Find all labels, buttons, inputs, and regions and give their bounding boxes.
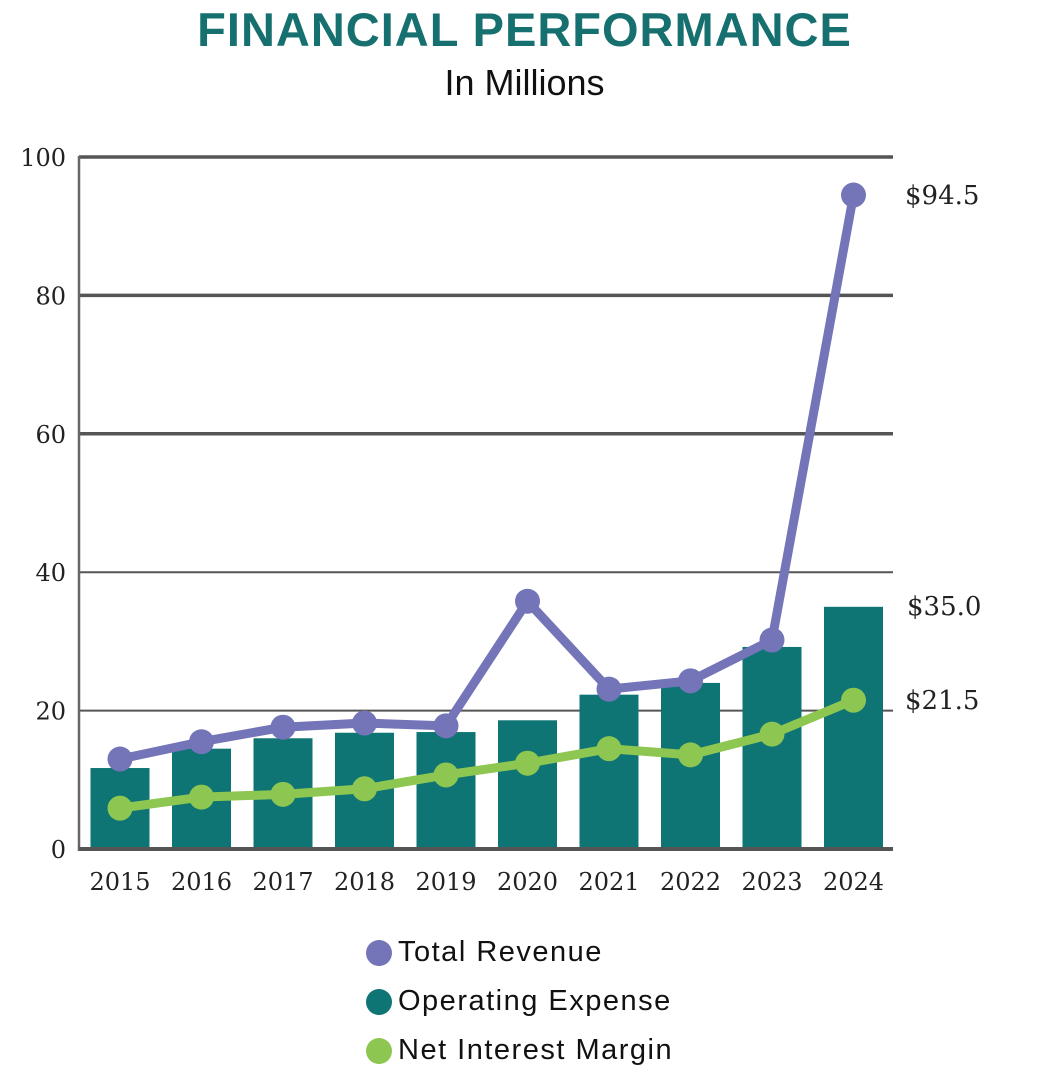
y-tick-label: 80: [35, 282, 66, 310]
point-net-interest-margin-2023: [759, 721, 785, 747]
chart-plot: 0 20 40 60 80 100 2015 2016 2017 2018 2019 2020 2021…: [20, 144, 981, 896]
chart-subtitle: In Millions: [444, 62, 605, 103]
legend-item-net-interest-margin: Net Interest Margin: [366, 1026, 673, 1075]
lines: [107, 182, 866, 821]
legend-label: Net Interest Margin: [398, 1034, 674, 1066]
x-tick-label: 2022: [660, 868, 721, 896]
bar-2021: [579, 694, 639, 849]
legend: Total Revenue Operating Expense Net Inte…: [366, 928, 673, 1075]
point-total-revenue-2024: [841, 182, 866, 208]
y-tick-label: 40: [35, 559, 66, 587]
y-tick-label: 100: [20, 144, 66, 172]
data-label-total-revenue: $94.5: [905, 181, 979, 211]
point-net-interest-margin-2018: [352, 776, 377, 802]
x-tick-label: 2019: [415, 868, 476, 896]
y-tick-label: 20: [35, 698, 66, 726]
bar-2023: [742, 646, 802, 849]
x-tick-label: 2023: [741, 868, 802, 896]
axes: 0 20 40 60 80 100 2015 2016 2017 2018 2019 2020 2021…: [20, 144, 893, 896]
data-label-net-interest-margin: $21.5: [905, 686, 979, 716]
legend-label: Operating Expense: [398, 985, 672, 1017]
bar-2019: [416, 732, 476, 849]
legend-dot-icon: [366, 1037, 392, 1064]
x-tick-label: 2021: [578, 868, 639, 896]
legend-dot-icon: [366, 988, 392, 1015]
point-total-revenue-2020: [515, 588, 540, 614]
legend-item-total-revenue: Total Revenue: [366, 928, 673, 977]
x-tick-label: 2018: [334, 868, 395, 896]
point-net-interest-margin-2017: [270, 781, 296, 807]
point-net-interest-margin-2015: [107, 795, 133, 821]
data-labels: $94.5 $35.0 $21.5: [905, 181, 981, 716]
y-tick-label: 60: [35, 421, 66, 449]
point-net-interest-margin-2024: [841, 687, 866, 713]
legend-dot-icon: [366, 939, 392, 966]
legend-item-operating-expense: Operating Expense: [366, 977, 673, 1026]
point-total-revenue-2016: [189, 729, 214, 755]
x-tick-label: 2024: [823, 868, 884, 896]
chart-title: FINANCIAL PERFORMANCE: [197, 3, 852, 56]
point-net-interest-margin-2021: [596, 736, 622, 762]
bar-2024: [824, 606, 883, 849]
legend-label: Total Revenue: [398, 936, 603, 968]
point-total-revenue-2015: [107, 746, 133, 772]
point-net-interest-margin-2020: [515, 750, 540, 776]
point-total-revenue-2021: [596, 676, 622, 702]
point-net-interest-margin-2022: [678, 742, 703, 768]
point-total-revenue-2023: [759, 627, 785, 653]
data-label-operating-expense: $35.0: [907, 592, 981, 622]
x-tick-label: 2016: [171, 868, 232, 896]
x-tick-label: 2017: [252, 868, 313, 896]
point-total-revenue-2018: [352, 710, 377, 736]
point-total-revenue-2019: [433, 713, 459, 739]
line-total-revenue: [119, 194, 858, 764]
x-tick-label: 2015: [89, 868, 150, 896]
point-net-interest-margin-2019: [433, 762, 459, 788]
point-total-revenue-2022: [678, 668, 703, 694]
bar-2020: [498, 720, 557, 849]
gridlines: [79, 155, 893, 712]
point-total-revenue-2017: [270, 714, 296, 740]
line-net-interest-margin: [119, 696, 856, 813]
y-tick-label: 0: [51, 836, 66, 864]
point-net-interest-margin-2016: [189, 784, 214, 810]
x-tick-label: 2020: [497, 868, 558, 896]
